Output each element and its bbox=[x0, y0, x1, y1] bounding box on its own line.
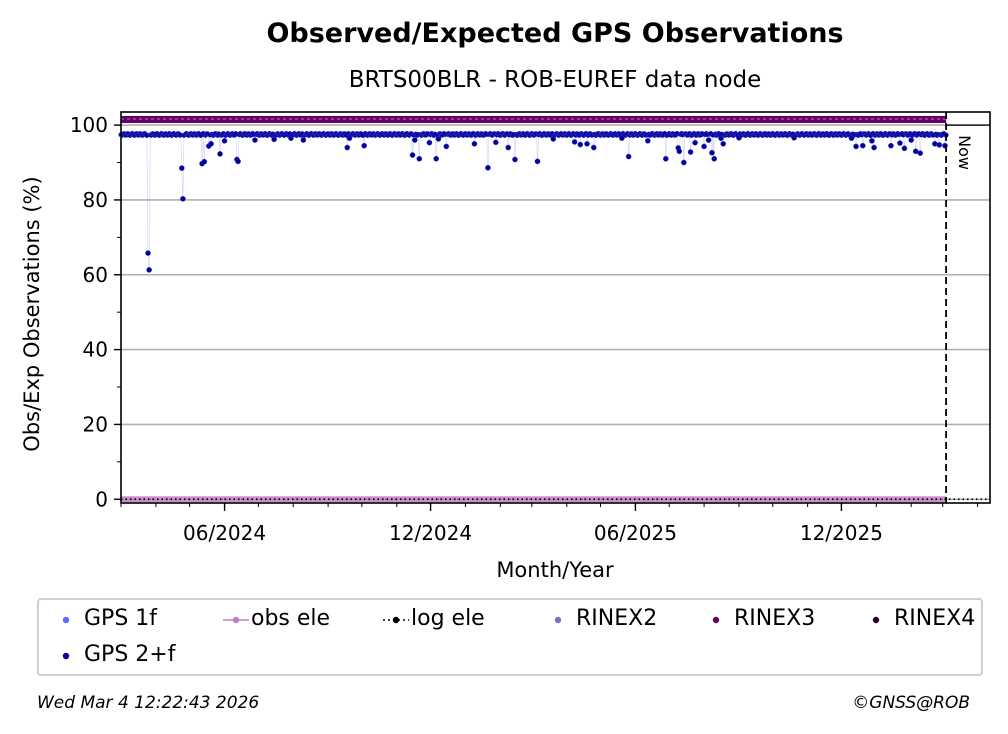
gps-2f-point bbox=[235, 158, 241, 165]
gps-2f-point bbox=[146, 267, 152, 273]
legend-label: RINEX4 bbox=[894, 606, 976, 631]
rinex3-markers bbox=[121, 115, 947, 123]
y-tick-label: 0 bbox=[95, 487, 108, 511]
legend: GPS 1f obs ele log ele RINEX2 RINEX3 RINEX4 GP… bbox=[37, 598, 983, 676]
gps-2f-point bbox=[676, 148, 683, 155]
legend-label: GPS 1f bbox=[84, 606, 158, 631]
axes: Now 0 20 40 60 80 100 06/2024 12/2024 06/2025 12/2… bbox=[70, 111, 991, 545]
y-tick-label: 100 bbox=[70, 113, 108, 137]
gps-2f-point bbox=[584, 141, 590, 147]
gps-2f-point bbox=[720, 141, 727, 147]
gps-2f-point bbox=[505, 144, 512, 151]
gps-2f-point bbox=[471, 141, 478, 147]
plot-frame bbox=[120, 111, 991, 504]
legend-label: RINEX3 bbox=[734, 606, 816, 631]
gps-2f-point bbox=[687, 149, 694, 155]
gps-2f-point bbox=[426, 139, 433, 146]
legend-item: log ele bbox=[379, 606, 485, 631]
legend-item: RINEX3 bbox=[702, 606, 815, 631]
legend-marker bbox=[223, 616, 249, 623]
data-layer bbox=[118, 115, 990, 503]
legend-marker bbox=[383, 616, 409, 623]
gps-2f-point bbox=[145, 250, 151, 256]
x-tick-label: 06/2025 bbox=[594, 521, 677, 545]
legend-label: GPS 2+f bbox=[84, 642, 176, 667]
legend-marker bbox=[554, 616, 562, 623]
gps-2f-point bbox=[435, 136, 442, 142]
gps-2f-point bbox=[208, 141, 214, 147]
gps-2f-point bbox=[252, 137, 258, 143]
gps-2f-point bbox=[625, 153, 632, 160]
legend-label: RINEX2 bbox=[576, 606, 658, 631]
legend-item: RINEX4 bbox=[862, 606, 975, 631]
gps-2f-point bbox=[493, 139, 499, 146]
gps-2f-point bbox=[681, 159, 687, 166]
gps-2f-point bbox=[590, 144, 597, 151]
x-tick-label: 12/2025 bbox=[800, 521, 883, 545]
gps-2f-point bbox=[433, 155, 439, 162]
gps-2f-point bbox=[853, 143, 859, 150]
chart-title: Observed/Expected GPS Observations bbox=[266, 18, 843, 49]
gps-2f-point bbox=[577, 141, 584, 148]
legend-item: GPS 2+f bbox=[52, 642, 175, 667]
gps-2f-point bbox=[512, 156, 518, 163]
x-axis-label: Month/Year bbox=[496, 558, 614, 582]
gps-2f-point bbox=[692, 139, 698, 146]
gps-2f-point bbox=[344, 144, 351, 151]
gps-2f-point bbox=[361, 142, 367, 149]
y-axis-label: Obs/Exp Observations (%) bbox=[20, 176, 44, 451]
gps-2f-point bbox=[178, 165, 185, 171]
y-tick-label: 80 bbox=[83, 188, 108, 212]
grid bbox=[121, 124, 990, 501]
legend-marker bbox=[712, 616, 720, 623]
now-label: Now bbox=[955, 135, 974, 170]
footer-credit: ©GNSS@ROB bbox=[852, 693, 970, 713]
gps-2f-point bbox=[901, 145, 908, 152]
gps-2f-point bbox=[705, 137, 712, 143]
legend-label: obs ele bbox=[251, 606, 331, 631]
gps-2f-point bbox=[663, 155, 669, 162]
gps-2f-point bbox=[300, 137, 307, 143]
gps-2f-point bbox=[416, 155, 423, 162]
legend-label: log ele bbox=[411, 606, 485, 631]
gps-2f-point bbox=[869, 138, 875, 144]
obs-ele-line bbox=[121, 496, 947, 503]
gps-2f-point bbox=[571, 139, 578, 145]
gps-2f-point bbox=[645, 138, 651, 144]
x-tick-label: 12/2024 bbox=[389, 521, 472, 545]
gps-2f-point bbox=[409, 152, 416, 158]
footer-timestamp: Wed Mar 4 12:22:43 2026 bbox=[37, 693, 260, 713]
gps-2f-point bbox=[711, 155, 718, 162]
legend-item: RINEX2 bbox=[544, 606, 657, 631]
gps-2f-point bbox=[180, 196, 186, 202]
gps-2f-point bbox=[443, 143, 450, 150]
chart-subtitle: BRTS00BLR - ROB-EUREF data node bbox=[349, 67, 762, 93]
gps-2f-point bbox=[217, 151, 223, 157]
x-tick-label: 06/2024 bbox=[183, 521, 266, 545]
y-tick-label: 20 bbox=[83, 412, 108, 436]
y-tick-label: 40 bbox=[83, 338, 108, 362]
y-tick-label: 60 bbox=[83, 263, 108, 287]
gps-2f-point bbox=[888, 142, 894, 149]
gps-2f-point bbox=[871, 144, 877, 151]
legend-marker bbox=[62, 616, 70, 623]
gps-2f-point bbox=[897, 140, 903, 146]
gps-2f-line bbox=[120, 133, 947, 270]
gps-2f-point bbox=[411, 137, 418, 143]
gps-2f-point bbox=[201, 158, 208, 165]
gps-2f-point bbox=[485, 164, 491, 171]
legend-item: GPS 1f bbox=[52, 606, 157, 631]
gps-2f-point bbox=[221, 138, 228, 144]
gps-2f-point bbox=[860, 142, 866, 149]
gps-2f-point bbox=[908, 137, 915, 143]
legend-marker bbox=[62, 652, 70, 659]
legend-item: obs ele bbox=[219, 606, 330, 631]
gps-2f-point bbox=[936, 142, 943, 148]
legend-marker bbox=[872, 616, 880, 623]
gps-2f-point bbox=[709, 149, 715, 156]
gps-2f-point bbox=[701, 143, 707, 150]
gps-2f-point bbox=[917, 150, 924, 156]
gps-2f-point bbox=[534, 158, 541, 165]
